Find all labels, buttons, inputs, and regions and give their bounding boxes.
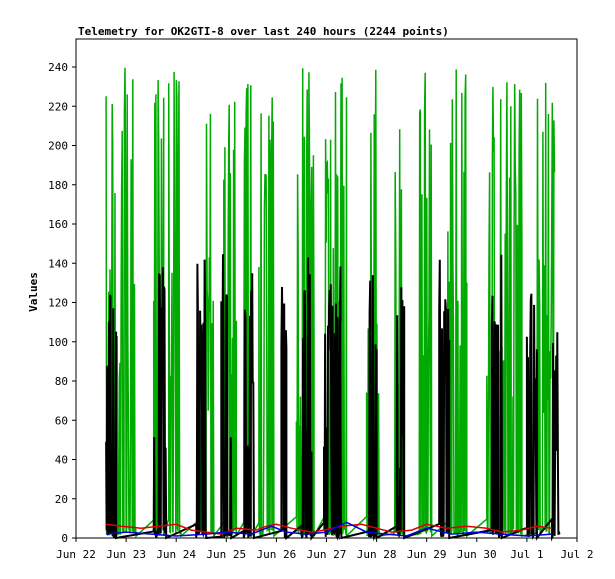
- x-tick-label: Jun 28: [357, 548, 397, 561]
- y-axis-label: Values: [27, 272, 40, 312]
- series-line: [106, 521, 553, 537]
- x-tick-label: Jun 23: [106, 548, 146, 561]
- y-tick-label: 100: [48, 336, 68, 349]
- y-tick-label: 20: [55, 493, 68, 506]
- x-tick-label: Jul 2: [560, 548, 593, 561]
- series-line: [106, 523, 553, 535]
- y-tick-label: 200: [48, 140, 68, 153]
- y-tick-label: 60: [55, 414, 68, 427]
- x-tick-label: Jul 1: [510, 548, 543, 561]
- y-tick-label: 0: [61, 532, 68, 545]
- x-tick-label: Jun 30: [457, 548, 497, 561]
- y-tick-label: 140: [48, 257, 68, 270]
- x-tick-label: Jun 22: [56, 548, 96, 561]
- y-tick-label: 160: [48, 218, 68, 231]
- x-tick-label: Jun 26: [257, 548, 297, 561]
- series-line: [105, 254, 561, 542]
- series-layer: [105, 67, 561, 542]
- axis-layer: 0 20 40 60 80 100 120 140 160 180 200 220 240 Jun 22 J…: [48, 61, 593, 561]
- y-tick-label: 220: [48, 100, 68, 113]
- x-tick-label: Jun 29: [407, 548, 447, 561]
- y-tick-label: 180: [48, 179, 68, 192]
- chart-title: Telemetry for OK2GTI-8 over last 240 hou…: [78, 25, 449, 38]
- x-tick-label: Jun 24: [156, 548, 196, 561]
- y-tick-label: 240: [48, 61, 68, 74]
- y-tick-label: 80: [55, 375, 68, 388]
- y-tick-label: 120: [48, 297, 68, 310]
- x-tick-label: Jun 25: [206, 548, 246, 561]
- x-tick-label: Jun 27: [307, 548, 347, 561]
- y-tick-label: 40: [55, 454, 68, 467]
- plot-area-frame: [75, 38, 578, 539]
